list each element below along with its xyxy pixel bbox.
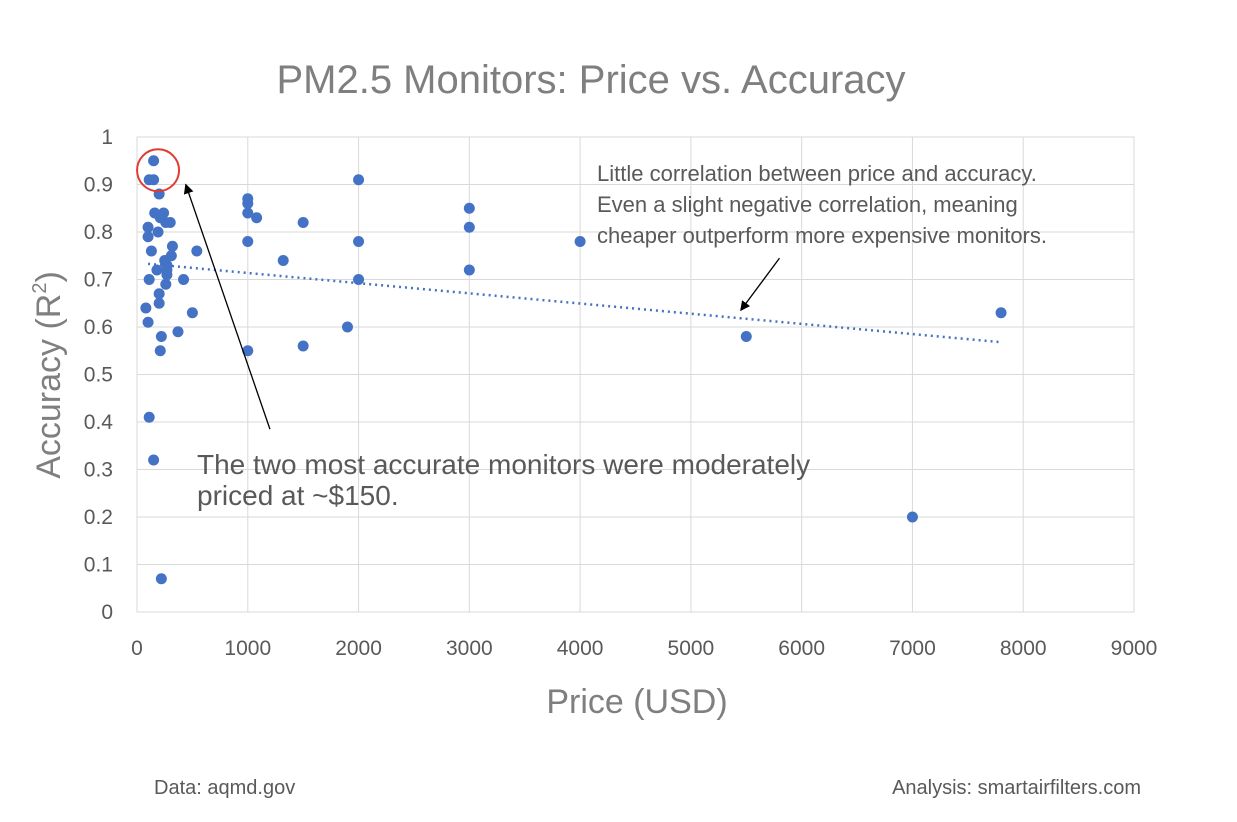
- data-point: [158, 207, 170, 219]
- y-tick-label: 0.3: [84, 459, 113, 482]
- x-tick-label: 8000: [1000, 637, 1047, 660]
- data-point: [165, 250, 177, 262]
- x-tick-label: 4000: [557, 637, 604, 660]
- data-point: [277, 255, 289, 266]
- annotation-correlation-arrow: [740, 257, 781, 312]
- annotation-correlation-line-2: Even a slight negative correlation, mean…: [597, 192, 1018, 217]
- y-tick-label: 0.2: [84, 506, 113, 529]
- data-point: [154, 345, 166, 357]
- data-point: [186, 307, 198, 319]
- x-tick-label: 9000: [1111, 637, 1158, 660]
- data-point: [153, 288, 165, 300]
- data-point: [353, 174, 365, 186]
- y-tick-label: 0.8: [84, 221, 113, 244]
- y-tick-label: 0.4: [84, 411, 114, 434]
- data-point: [152, 226, 164, 238]
- y-tick-labels: 0 0.1 0.2 0.3 0.4 0.5 0.6 0.7 0.8 0.9 1: [84, 126, 114, 624]
- footer-source: Data: aqmd.gov: [154, 777, 295, 799]
- data-point: [140, 302, 152, 314]
- annotation-correlation-line-3: cheaper outperform more expensive monito…: [597, 223, 1047, 248]
- data-point: [740, 331, 752, 342]
- y-tick-label: 0: [101, 601, 113, 624]
- data-point: [463, 221, 475, 233]
- x-tick-label: 5000: [668, 637, 715, 660]
- data-point: [995, 307, 1007, 319]
- data-point: [143, 274, 155, 285]
- annotation-accurate-line-1: The two most accurate monitors were mode…: [197, 449, 810, 480]
- x-tick-label: 0: [131, 637, 143, 660]
- annotation-correlation-line-1: Little correlation between price and acc…: [597, 161, 1037, 186]
- data-point: [148, 454, 160, 466]
- x-tick-label: 3000: [446, 637, 493, 660]
- data-point: [191, 245, 203, 257]
- data-point: [242, 345, 254, 357]
- data-point: [155, 573, 167, 585]
- data-point: [155, 331, 167, 342]
- data-point: [242, 207, 254, 219]
- x-axis-title: Price (USD): [546, 683, 727, 721]
- data-points: [140, 155, 1007, 585]
- data-point: [297, 217, 309, 228]
- data-point: [143, 411, 155, 423]
- svg-text:The two most accurate monitors: The two most accurate monitors were mode…: [197, 449, 818, 511]
- x-tick-label: 1000: [224, 637, 271, 660]
- data-point: [148, 155, 160, 167]
- data-point: [164, 217, 176, 228]
- footer-analysis: Analysis: smartairfilters.com: [892, 777, 1141, 799]
- plot-area-border: [136, 136, 1135, 613]
- x-tick-label: 7000: [889, 637, 936, 660]
- data-point: [353, 274, 365, 285]
- y-axis-title-close: ): [30, 271, 68, 282]
- data-point: [906, 511, 918, 523]
- data-point: [353, 236, 365, 247]
- data-point: [148, 174, 160, 186]
- svg-text:Little correlation between pri: Little correlation between price and acc…: [597, 161, 1047, 248]
- x-tick-labels: 0 1000 2000 3000 4000 5000 6000 7000 8000 9000: [131, 637, 1157, 660]
- data-point: [166, 240, 178, 252]
- data-point: [172, 326, 184, 338]
- data-point: [178, 274, 190, 285]
- annotation-accurate-line-2: priced at ~$150.: [197, 480, 399, 511]
- data-point: [242, 236, 254, 247]
- y-axis-title-superscript: 2: [29, 283, 51, 294]
- data-point: [142, 316, 154, 328]
- highlight-circle: [136, 148, 181, 193]
- data-point: [341, 321, 353, 333]
- trendline: [147, 262, 1002, 344]
- chart-title: PM2.5 Monitors: Price vs. Accuracy: [276, 58, 905, 102]
- y-tick-label: 0.5: [84, 364, 113, 387]
- x-tick-label: 6000: [778, 637, 825, 660]
- y-tick-label: 1: [101, 126, 113, 149]
- data-point: [142, 221, 154, 233]
- data-point: [242, 198, 254, 209]
- data-point: [463, 202, 475, 214]
- data-point: [142, 231, 154, 243]
- data-point: [160, 278, 172, 290]
- annotation-accurate: The two most accurate monitors were mode…: [183, 183, 818, 511]
- annotation-correlation: Little correlation between price and acc…: [597, 161, 1047, 312]
- data-point: [463, 264, 475, 276]
- y-tick-label: 0.6: [84, 316, 113, 339]
- y-tick-label: 0.1: [84, 554, 113, 577]
- y-axis-title-main: Accuracy (R: [30, 294, 68, 479]
- x-tick-label: 2000: [335, 637, 382, 660]
- y-axis-title: Accuracy (R2): [29, 271, 68, 479]
- data-point: [574, 236, 586, 247]
- annotation-accurate-arrow: [183, 183, 271, 430]
- data-point: [145, 245, 157, 257]
- data-point: [297, 340, 309, 352]
- data-point: [153, 297, 165, 309]
- y-tick-label: 0.9: [84, 174, 113, 197]
- data-point: [151, 264, 163, 276]
- data-point: [251, 212, 263, 224]
- data-point: [161, 269, 173, 281]
- y-tick-label: 0.7: [84, 269, 113, 292]
